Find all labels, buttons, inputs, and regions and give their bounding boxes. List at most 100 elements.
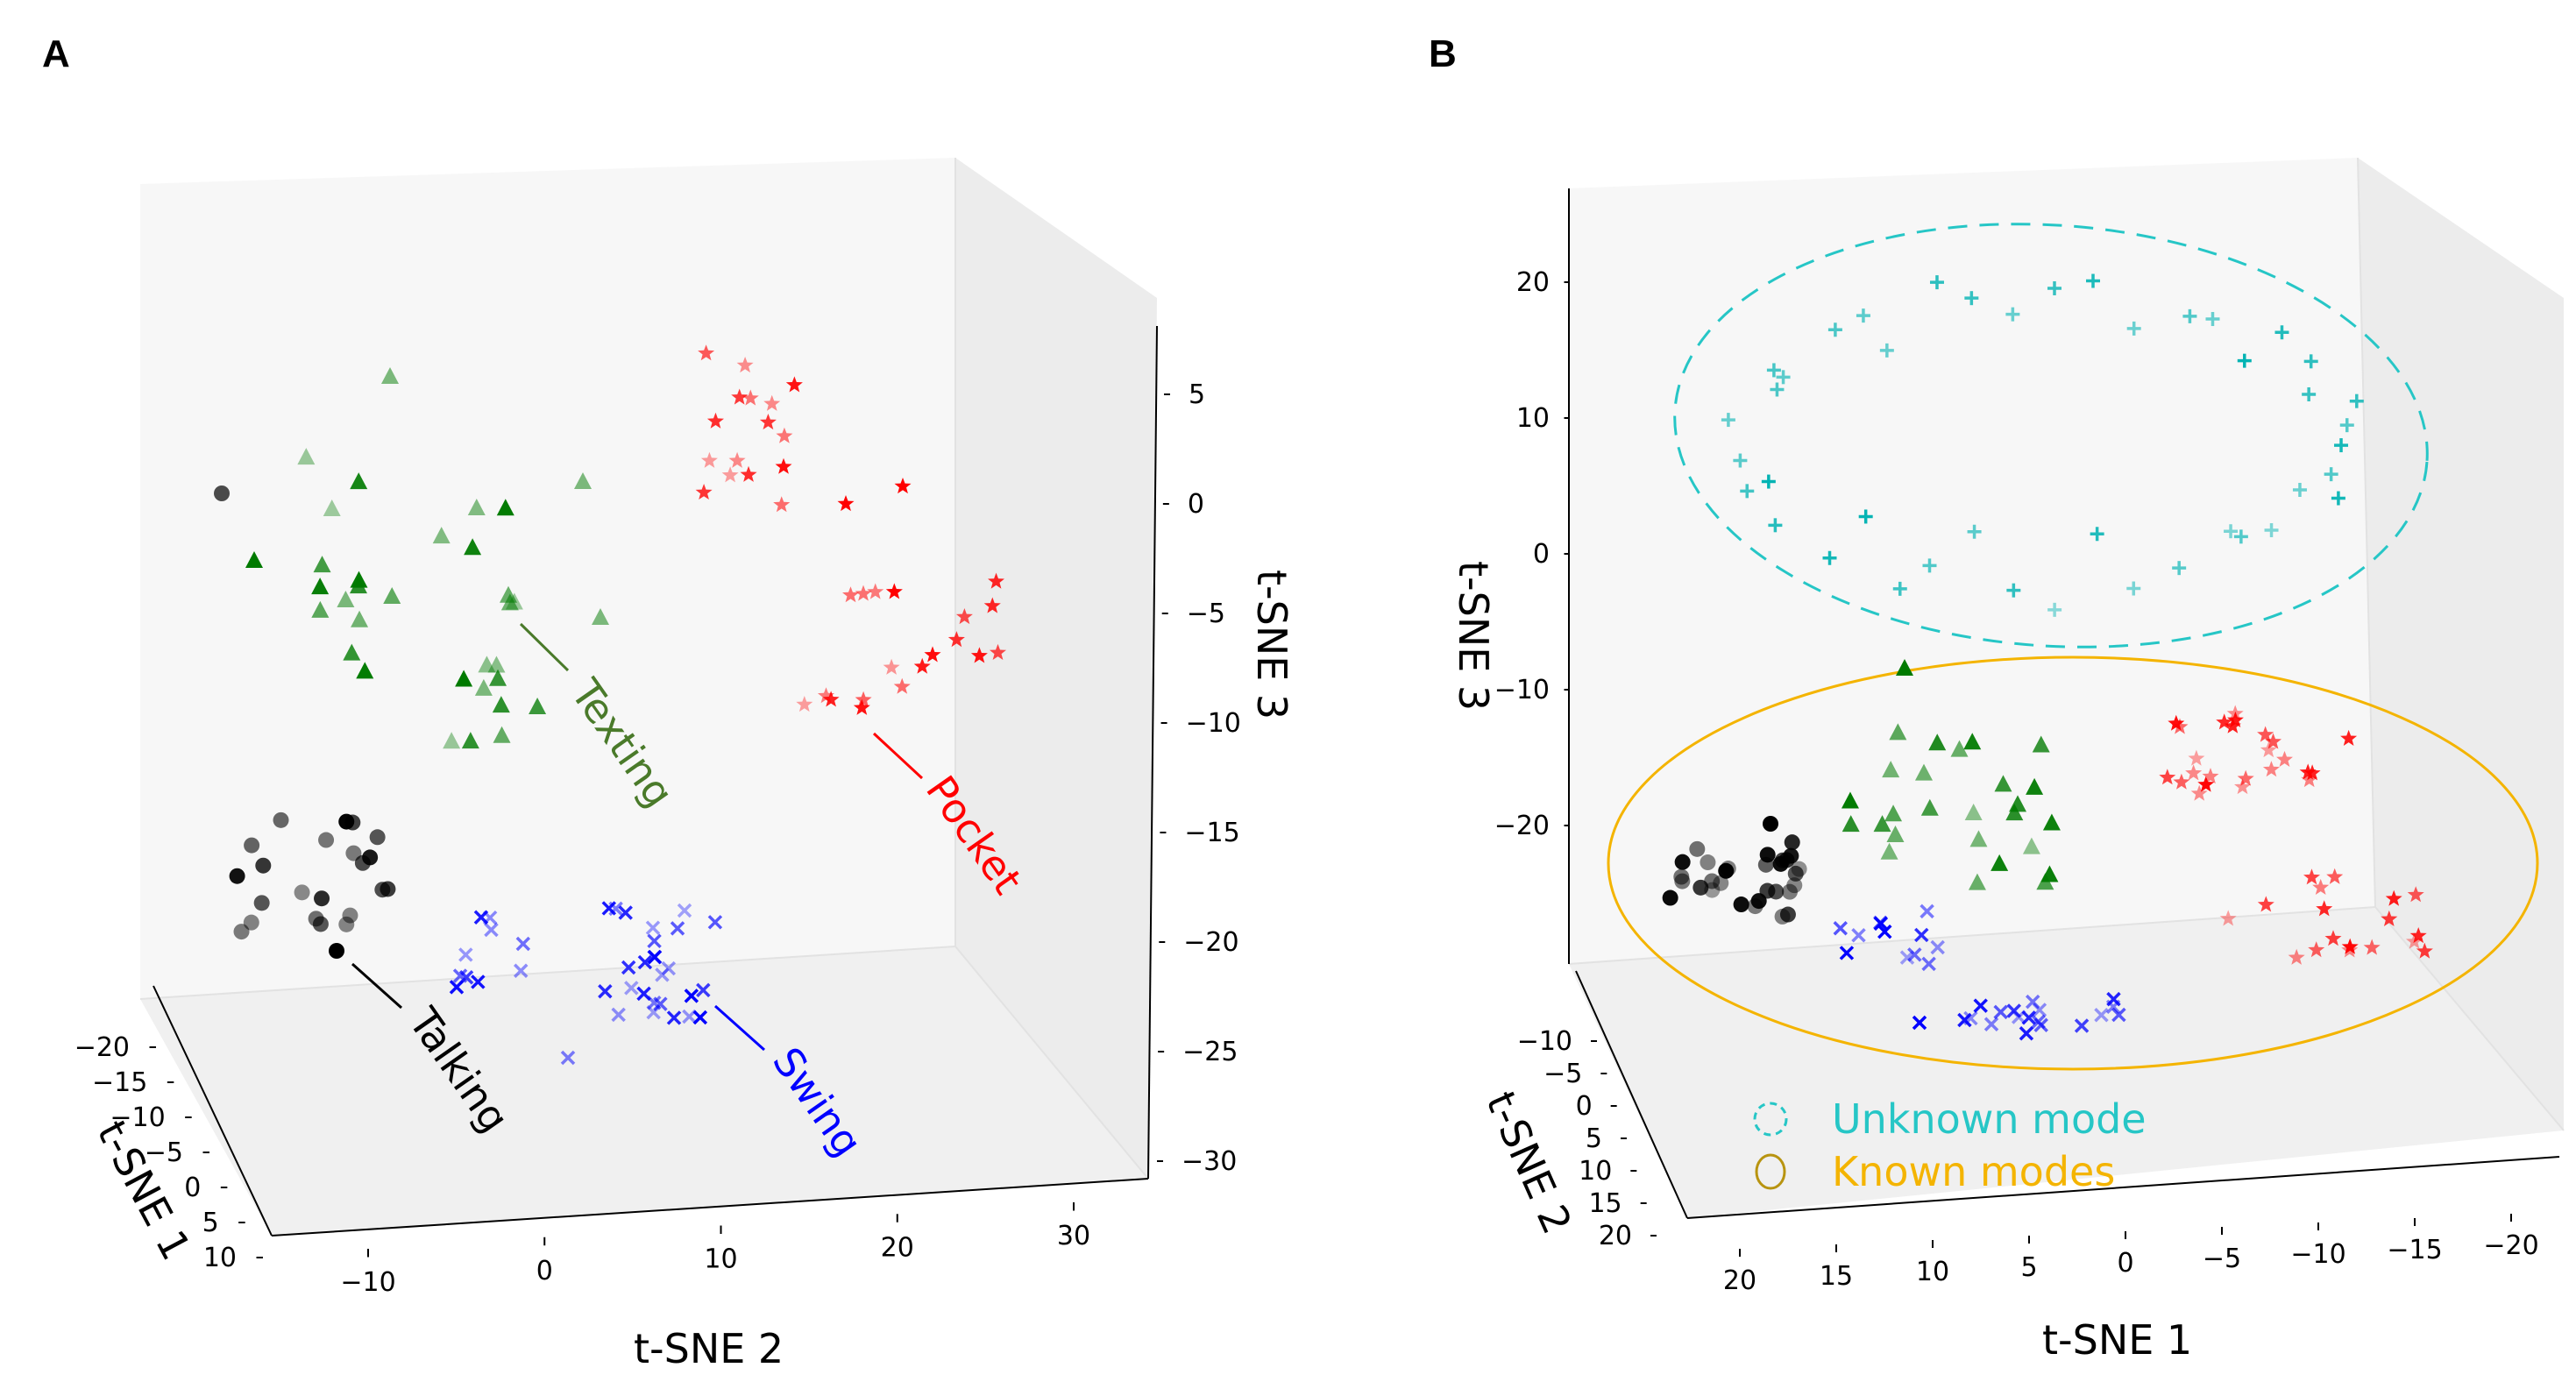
- texting-point: [493, 726, 511, 743]
- pocket-point: [2190, 784, 2208, 801]
- known-modes-ellipse: [1607, 656, 2539, 1071]
- pocket-point: [855, 585, 872, 601]
- texting-point: [2042, 813, 2061, 831]
- unknown-point: [2182, 308, 2197, 323]
- swing-point: [1877, 924, 1892, 939]
- panel-b-x-tick-label: −15: [2387, 1235, 2442, 1265]
- unknown-point: [2126, 321, 2141, 336]
- unknown-point: [2274, 325, 2289, 340]
- pocket-point: [2234, 778, 2251, 795]
- swing-point: [449, 980, 465, 995]
- panel-a-x-tick-label: −20: [75, 1032, 130, 1063]
- pocket-point: [2341, 938, 2359, 954]
- texting-point: [337, 590, 355, 607]
- swing-point: [1983, 1017, 1999, 1032]
- swing-point: [513, 963, 529, 979]
- talking-point: [244, 837, 260, 854]
- panel-a-y-tick-label: 0: [536, 1256, 553, 1286]
- talking-point: [253, 895, 270, 911]
- swing-point: [661, 960, 677, 976]
- swing-point: [696, 982, 711, 998]
- pocket-point: [785, 376, 803, 393]
- unknown-point: [1922, 558, 1937, 573]
- texting-point: [1968, 873, 1986, 890]
- texting-point: [1896, 659, 1913, 676]
- unknown-point: [1822, 550, 1837, 565]
- panel-b-ylabel: t-SNE 2: [1477, 1085, 1581, 1241]
- panel-a-y-tick-label: 10: [704, 1244, 737, 1275]
- pocket-point: [2385, 889, 2402, 906]
- pocket-point: [2407, 886, 2424, 903]
- texting-point: [383, 587, 401, 605]
- texting-point: [1928, 733, 1947, 751]
- unknown-point: [2331, 491, 2345, 506]
- talking-point: [1781, 883, 1798, 900]
- texting-point: [1873, 815, 1891, 833]
- pocket-point: [2219, 910, 2237, 926]
- unknown-point: [2264, 523, 2279, 538]
- texting-point: [489, 669, 507, 686]
- texting-point: [2026, 777, 2044, 795]
- panel-b-xlabel: t-SNE 1: [2042, 1316, 2192, 1364]
- texting-point: [1969, 830, 1988, 847]
- panel-b-y-tick-label: 0: [1576, 1091, 1593, 1122]
- swing-point: [670, 921, 685, 936]
- pocket-point: [983, 597, 1001, 613]
- pocket-point: [775, 457, 792, 474]
- pocket-point: [2363, 939, 2381, 955]
- swing-point: [2021, 1010, 2036, 1025]
- panel-b-right-wall: [2358, 158, 2564, 1130]
- panel-a-z-tick-label: −5: [1187, 599, 1225, 629]
- texting-point: [297, 448, 316, 465]
- panel-b-z-tick-label: −20: [1494, 811, 1550, 841]
- panel-a-y-tick-label: 30: [1057, 1221, 1090, 1251]
- texting-point: [592, 608, 609, 625]
- pocket-point: [742, 389, 759, 406]
- swing-point: [624, 981, 639, 996]
- unknown-point: [2205, 312, 2220, 327]
- pocket-point: [2216, 713, 2233, 730]
- panel-a-x-tick-label: −5: [145, 1137, 183, 1168]
- swing-point: [1921, 956, 1936, 972]
- swing-point: [707, 915, 723, 930]
- swing-point: [618, 905, 633, 920]
- panel-b-zlabel: t-SNE 3: [1450, 561, 1497, 711]
- swing-point: [1851, 927, 1866, 943]
- swing-point: [1993, 1004, 2008, 1020]
- panel-b-y-tick-label: −5: [1543, 1059, 1582, 1089]
- swing-point: [2019, 1026, 2034, 1041]
- unknown-point: [2233, 529, 2248, 544]
- swing-point: [1973, 998, 1988, 1013]
- unknown-point: [2006, 583, 2021, 598]
- talking-point: [338, 813, 355, 830]
- panel-b-legend: Unknown mode Known modes: [1753, 1095, 2147, 1195]
- swing-point: [621, 960, 636, 975]
- swing-point: [1899, 950, 1915, 965]
- talking-point: [294, 884, 310, 901]
- swing-point: [647, 949, 663, 965]
- panel-a-z-tick-label: −15: [1184, 818, 1239, 848]
- pocket-point: [822, 691, 840, 707]
- unknown-point: [1766, 363, 1781, 378]
- unknown-point: [1929, 275, 1944, 290]
- swing-point: [646, 1004, 661, 1020]
- texting-point: [500, 585, 518, 603]
- texting-point: [1841, 791, 1859, 809]
- pocket-point: [2260, 741, 2277, 758]
- unknown-point: [1740, 484, 1755, 499]
- pocket-point: [2173, 773, 2190, 790]
- pocket-point: [867, 583, 884, 599]
- pocket-point: [2257, 726, 2274, 742]
- panel-b-axes-box: [1568, 157, 2565, 1219]
- swing-point: [2111, 1007, 2126, 1023]
- talking-point: [1763, 816, 1778, 832]
- texting-point: [1914, 763, 1933, 781]
- pocket-point: [2265, 733, 2281, 749]
- texting-point: [351, 610, 369, 627]
- unknown-point: [2047, 602, 2062, 617]
- swing-point: [666, 1010, 682, 1025]
- pocket-point: [2224, 717, 2241, 733]
- pocket-point: [796, 696, 813, 712]
